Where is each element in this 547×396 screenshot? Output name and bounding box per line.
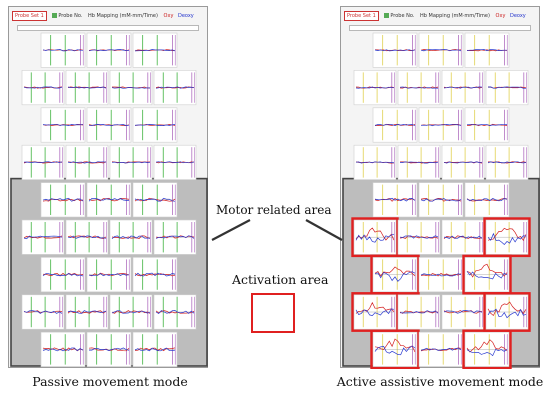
hb-mapping-label: Hb Mapping (mM·mm/Time) [420,13,490,19]
channel-cell[interactable] [109,70,153,106]
channel-cell[interactable] [397,219,441,255]
channel-cell[interactable] [351,292,399,332]
activation-highlight [370,329,420,369]
channel-cell[interactable] [86,182,132,218]
probe-set-button[interactable]: Probe Set 1 [12,11,47,21]
channel-cell[interactable] [40,32,86,68]
channel-cell[interactable] [418,331,464,367]
channel-cell[interactable] [483,217,531,258]
channel-cell[interactable] [441,144,485,180]
channel-cell[interactable] [65,294,109,330]
channel-cell[interactable] [109,294,153,330]
passive-mode-panel: Probe Set 1 Probe No. Hb Mapping (mM·mm/… [8,6,208,368]
channel-cell[interactable] [397,294,441,330]
channel-cell[interactable] [370,329,420,369]
motor-callout-line-left [211,219,251,241]
channel-cell[interactable] [441,294,485,330]
channel-cell[interactable] [464,107,510,143]
channel-cell[interactable] [132,257,178,293]
channel-cell[interactable] [441,219,485,255]
channel-cell[interactable] [65,219,109,255]
probe-no-label: Probe No. [390,13,415,19]
channel-cell[interactable] [21,294,65,330]
channel-grid [342,32,540,369]
channel-cell[interactable] [397,144,441,180]
channel-cell[interactable] [483,292,531,332]
channel-cell[interactable] [40,331,86,367]
channel-cell[interactable] [353,70,397,106]
channel-cell[interactable] [153,70,197,106]
channel-cell[interactable] [418,257,464,293]
channel-cell[interactable] [132,32,178,68]
channel-cell[interactable] [86,257,132,293]
channel-cell[interactable] [372,32,418,68]
time-slider[interactable] [17,25,199,31]
channel-cell[interactable] [21,144,65,180]
channel-cell[interactable] [370,254,420,295]
channel-cell[interactable] [397,70,441,106]
channel-cell[interactable] [40,257,86,293]
channel-grid [10,32,208,367]
probe-set-button[interactable]: Probe Set 1 [344,11,379,21]
deoxy-legend: Deoxy [510,13,526,19]
panel-toolbar: Probe Set 1 Probe No. Hb Mapping (mM·mm/… [12,10,204,22]
channel-cell[interactable] [418,32,464,68]
channel-cell[interactable] [372,182,418,218]
passive-mode-caption: Passive movement mode [32,374,188,389]
channel-cell[interactable] [132,182,178,218]
channel-cell[interactable] [441,70,485,106]
channel-cell[interactable] [132,107,178,143]
channel-cell[interactable] [464,182,510,218]
channel-cell[interactable] [40,182,86,218]
channel-cell[interactable] [462,254,512,295]
hb-mapping-label: Hb Mapping (mM·mm/Time) [88,13,158,19]
channel-cell[interactable] [464,32,510,68]
channel-cell[interactable] [353,144,397,180]
channel-cell[interactable] [21,219,65,255]
channel-cell[interactable] [372,107,418,143]
channel-cell[interactable] [153,144,197,180]
activation-area-label: Activation area [232,272,329,287]
active-assistive-mode-panel: Probe Set 1 Probe No. Hb Mapping (mM·mm/… [340,6,540,369]
channel-cell[interactable] [153,294,197,330]
oxy-legend: Oxy [495,13,506,19]
motor-callout-line-right [305,219,343,241]
channel-cell[interactable] [132,331,178,367]
probe-checkbox[interactable] [384,13,390,18]
probe-checkbox[interactable] [52,13,58,18]
channel-cell[interactable] [86,331,132,367]
channel-cell[interactable] [485,144,529,180]
channel-cell[interactable] [109,144,153,180]
channel-cell[interactable] [418,107,464,143]
channel-cell[interactable] [65,144,109,180]
channel-cell[interactable] [351,217,399,258]
motor-related-area-label: Motor related area [216,203,332,217]
channel-cell[interactable] [86,32,132,68]
oxy-legend: Oxy [163,13,174,19]
probe-no-label: Probe No. [58,13,83,19]
channel-cell[interactable] [86,107,132,143]
channel-cell[interactable] [418,182,464,218]
channel-cell[interactable] [21,70,65,106]
channel-cell[interactable] [109,219,153,255]
channel-cell[interactable] [153,219,197,255]
channel-cell[interactable] [485,70,529,106]
activation-area-legend-box [251,293,295,333]
time-slider[interactable] [349,25,531,31]
panel-toolbar: Probe Set 1 Probe No. Hb Mapping (mM·mm/… [344,10,536,22]
deoxy-legend: Deoxy [178,13,194,19]
channel-cell[interactable] [65,70,109,106]
active-mode-caption: Active assistive movement mode [336,374,544,389]
channel-cell[interactable] [462,329,512,369]
activation-highlight [462,329,512,369]
channel-cell[interactable] [40,107,86,143]
